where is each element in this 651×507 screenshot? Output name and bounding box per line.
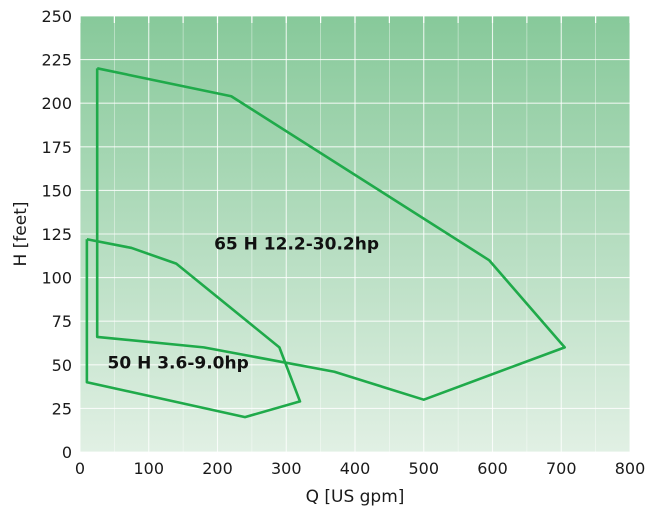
y-tick-label: 0 xyxy=(62,443,72,462)
series-label-1: 65 H 12.2-30.2hp xyxy=(214,235,379,255)
series-outline-2 xyxy=(85,237,302,419)
x-tick-label: 500 xyxy=(408,459,439,478)
x-tick-label: 700 xyxy=(546,459,577,478)
y-tick-label: 75 xyxy=(52,312,72,331)
x-tick-label: 200 xyxy=(202,459,233,478)
y-tick-label: 25 xyxy=(52,399,72,418)
y-axis-title: H [feet] xyxy=(11,201,31,266)
y-tick-label: 175 xyxy=(41,138,72,157)
y-tick-label: 100 xyxy=(41,269,72,288)
x-tick-label: 800 xyxy=(615,459,646,478)
x-tick-label: 0 xyxy=(75,459,85,478)
series-label-2: 50 H 3.6-9.0hp xyxy=(108,353,249,373)
region-labels: 65 H 12.2-30.2hp 50 H 3.6-9.0hp xyxy=(108,235,380,374)
y-tick-label: 250 xyxy=(41,7,72,26)
y-tick-label: 200 xyxy=(41,94,72,113)
axis-ticks: 0 100 200 300 400 500 600 700 800 0 25 50 75 100 125 15… xyxy=(41,7,645,478)
x-tick-label: 400 xyxy=(340,459,371,478)
y-tick-label: 50 xyxy=(52,356,72,375)
y-tick-label: 125 xyxy=(41,225,72,244)
x-tick-label: 600 xyxy=(477,459,508,478)
y-tick-label: 225 xyxy=(41,51,72,70)
y-tick-label: 150 xyxy=(41,181,72,200)
series-layer xyxy=(85,67,566,419)
x-tick-label: 300 xyxy=(271,459,302,478)
series-outline-1 xyxy=(95,67,566,401)
grid-lines xyxy=(79,15,631,453)
x-axis-title: Q [US gpm] xyxy=(306,487,405,507)
x-tick-label: 100 xyxy=(133,459,164,478)
